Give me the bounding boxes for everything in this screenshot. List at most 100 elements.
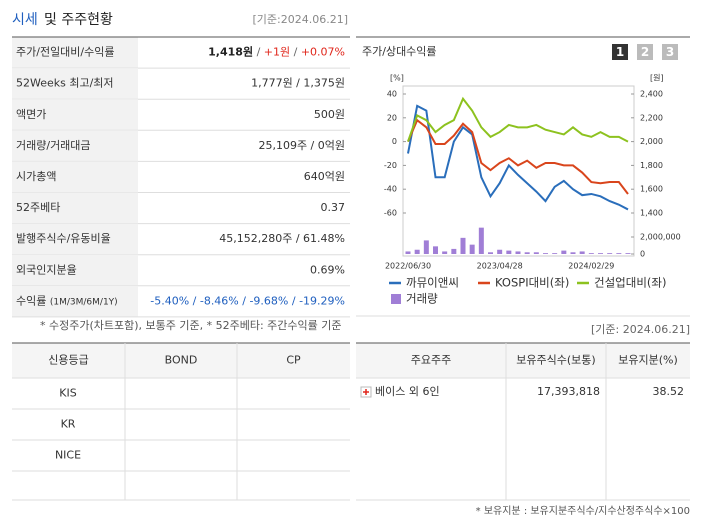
volume-bar [433,246,438,254]
row-label: 주가/전일대비/수익률 [16,45,115,59]
value-part: 0.69% [310,263,345,276]
value-part: -5.40% / -8.46% / -9.68% / -19.29% [150,294,345,307]
holder-name: 베이스 외 6인 [375,385,440,398]
volume-tick-label: 2,000,000 [640,233,681,242]
holders-note: * 보유지분 : 보유지분주식수/지수산정주식수×100 [476,505,690,517]
value-part: / [290,46,301,59]
row-label: 외국인지분율 [16,263,77,276]
tab-label: 3 [666,45,674,59]
value-part: 45,152,280주 / 61.48% [219,232,345,245]
value-part: / [253,46,264,59]
volume-bar [460,237,466,254]
volume-bar [588,253,594,254]
legend-label: KOSPI대비(좌) [495,276,569,290]
row-value: 0.37 [321,201,346,214]
row-label: 시가총액 [16,170,56,183]
agency: KR [61,418,76,431]
label-cell [12,99,138,131]
label-cell [12,285,138,317]
x-tick-label: 2024/02/29 [568,262,614,271]
y2-tick-label: 2,000 [640,137,663,146]
row-label: 52주베타 [16,201,60,214]
volume-bar [488,252,493,254]
header-cell: 신용등급 [48,354,88,367]
volume-bar [469,244,475,254]
label-cell [12,130,138,162]
volume-bar [598,253,603,254]
row-label-text: 시가총액 [16,170,56,183]
y-tick-label: 20 [387,113,397,122]
row-value: 500원 [314,108,345,121]
row-value: 45,152,280주 / 61.48% [219,232,345,245]
y-tick-label: -40 [384,185,397,194]
label-cell [12,192,138,224]
header-bg [356,343,690,378]
row-value: 640억원 [304,170,345,183]
agency: KIS [59,387,76,400]
value-part: 25,109주 / 0억원 [258,139,345,152]
y2-tick-label: 1,400 [640,209,663,218]
title: 및 주주현황 [44,12,113,28]
tab-label: 1 [616,45,624,59]
volume-bar [423,240,429,254]
volume-bar [414,249,420,254]
label-cell [12,68,138,100]
volume-bar [451,248,457,254]
volume-bar [552,253,558,254]
y2-tick-label: 2,400 [640,90,663,99]
legend-label: 거래량 [406,292,438,306]
row-value: 1,418원 / +1원 / +0.07% [208,45,345,59]
plot-frame [402,85,635,257]
x-tick-label: 2022/06/30 [385,262,431,271]
tab[interactable] [662,44,678,60]
holder-ratio: 38.52 [653,385,685,398]
agency: NICE [55,449,81,462]
row-label: 발행주식수/유동비율 [16,232,111,245]
tab-label: 2 [641,45,649,59]
row-label-text: 거래량/거래대금 [16,139,91,152]
series-line [407,104,629,211]
y2-tick-label: 2,200 [640,113,663,122]
y-tick-label: 0 [392,137,397,146]
value-part: 500원 [314,108,345,121]
row-label-text: 액면가 [16,108,46,121]
plus [363,389,369,395]
row-label-note: (1M/3M/6M/1Y) [50,297,118,307]
y-tick-label: 40 [387,90,397,99]
volume-bar [515,251,521,254]
volume-bar [543,253,548,254]
header-cell: 보유지분(%) [618,354,678,367]
y-label: [%] [390,74,404,83]
y2-label: [원] [650,74,664,83]
tab[interactable] [612,44,628,60]
row-value: -5.40% / -8.46% / -9.68% / -19.29% [150,294,345,307]
date: [기준:2024.06.21] [252,13,348,26]
y2-tick-label: 1,800 [640,161,663,170]
value-part: 1,418원 [208,45,253,59]
x-tick-label: 2023/04/28 [477,262,523,271]
row-value: 1,777원 / 1,375원 [251,77,345,90]
legend-label: 건설업대비(좌) [594,276,666,290]
label-cell [12,161,138,193]
volume-bar [607,253,613,254]
header-cell: 주요주주 [411,354,451,367]
row-label: 거래량/거래대금 [16,139,91,152]
volume-bar [497,249,503,254]
volume-bar [561,250,567,254]
header-bg [12,343,350,378]
row-label-text: 외국인지분율 [16,263,77,276]
value-part: 1,777원 / 1,375원 [251,77,345,90]
header-cell: CP [286,354,301,367]
volume-bar [524,252,530,254]
row-value: 25,109주 / 0억원 [258,139,345,152]
legend-label: 까뮤이앤씨 [406,276,459,290]
value-part: +0.07% [301,46,345,59]
row-label: 수익률 (1M/3M/6M/1Y) [16,294,118,307]
row-label: 52Weeks 최고/최저 [16,77,114,90]
row-label-text: 52Weeks 최고/최저 [16,77,114,90]
tab[interactable] [637,44,653,60]
legend-swatch [391,294,401,304]
y-tick-label: -20 [384,161,397,170]
series-line [407,118,629,195]
